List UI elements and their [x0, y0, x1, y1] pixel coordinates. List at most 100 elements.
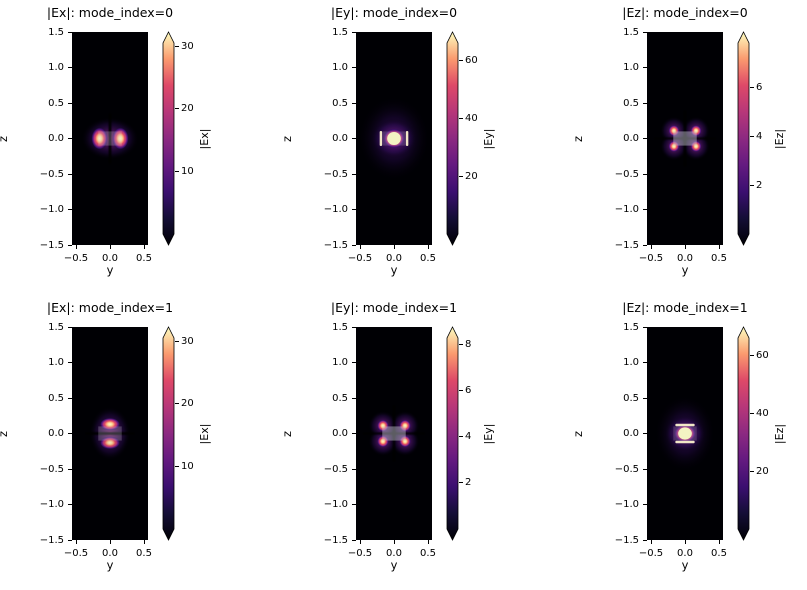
x-axis-label: y: [106, 263, 114, 277]
x-tick-label: 0.0: [102, 548, 118, 559]
y-tick-label: 1.0: [623, 62, 639, 73]
y-tick-mark: [643, 539, 647, 541]
waveguide-outline-overlay: [673, 131, 697, 146]
colorbar-label: |Ex|: [198, 128, 211, 150]
y-tick-label: 0.0: [332, 133, 348, 144]
y-tick-label: 0.0: [332, 428, 348, 439]
colorbar-tick-mark: [175, 170, 179, 172]
y-tick-label: 0.5: [332, 97, 348, 109]
waveguide-outline-overlay: [382, 426, 406, 441]
colorbar-gradient-bar: [446, 326, 459, 541]
colorbar-tick-mark: [750, 412, 754, 414]
colorbar-tick-mark: [175, 403, 179, 405]
colorbar-tick-label: 20: [756, 465, 769, 477]
y-tick-mark: [643, 326, 647, 328]
colorbar-label: |Ez|: [773, 423, 786, 445]
colorbar-gradient-bar: [737, 326, 750, 541]
subplot-title: |Ez|: mode_index=0: [622, 5, 748, 20]
x-tick-mark: [427, 245, 429, 249]
x-tick-mark: [109, 245, 111, 249]
x-tick-mark: [393, 245, 395, 249]
colorbar-tick-label: 40: [465, 112, 478, 124]
y-tick-mark: [68, 504, 72, 505]
y-tick-label: −1.0: [614, 499, 639, 510]
heatmap-canvas: [647, 32, 723, 245]
x-tick-mark: [650, 540, 652, 544]
subplot-ez-mode0: |Ez|: mode_index=0 z |Ez| y 1.5 1.0 0.5 0.0…: [571, 0, 807, 295]
y-tick-mark: [643, 468, 647, 470]
colorbar-tick-mark: [459, 344, 463, 346]
y-tick-mark: [643, 31, 647, 33]
y-tick-label: −1.5: [323, 239, 348, 251]
y-tick-label: 0.0: [623, 428, 639, 439]
colorbar-tick-mark: [459, 59, 463, 61]
colorbar-tick-label: 20: [181, 398, 194, 410]
y-tick-label: 1.5: [48, 321, 64, 333]
colorbar-tick-mark: [750, 86, 754, 88]
colorbar-label: |Ez|: [773, 128, 786, 150]
colorbar-tick-label: 20: [465, 170, 478, 182]
y-tick-label: −0.5: [39, 463, 64, 475]
heatmap-canvas: [72, 32, 148, 245]
y-tick-mark: [68, 31, 72, 33]
y-tick-label: −1.0: [323, 499, 348, 510]
colorbar-tick-mark: [750, 135, 754, 137]
x-axis-label: y: [681, 263, 689, 277]
x-tick-label: 0.0: [386, 253, 402, 264]
colorbar-tick-label: 2: [465, 477, 472, 489]
y-tick-label: −1.5: [614, 239, 639, 251]
y-tick-mark: [643, 173, 647, 175]
y-tick-label: −1.5: [614, 534, 639, 546]
y-tick-mark: [68, 362, 72, 363]
x-tick-label: 0.5: [136, 253, 152, 264]
x-tick-label: 0.5: [420, 548, 436, 559]
x-tick-label: −0.5: [638, 253, 664, 264]
y-tick-mark: [352, 326, 356, 328]
x-tick-label: 0.0: [677, 253, 693, 264]
y-tick-mark: [68, 433, 72, 434]
colorbar: [446, 326, 459, 541]
x-tick-mark: [718, 245, 720, 249]
y-tick-label: 1.0: [48, 62, 64, 73]
colorbar-tick-label: 30: [181, 335, 194, 347]
y-tick-label: −1.5: [39, 239, 64, 251]
colorbar-label: |Ey|: [482, 423, 495, 445]
colorbar-tick-label: 2: [756, 179, 763, 191]
x-tick-mark: [143, 540, 145, 544]
y-tick-label: −1.5: [323, 534, 348, 546]
x-axis-label: y: [390, 558, 398, 572]
colorbar: [162, 326, 175, 541]
heatmap-canvas: [356, 32, 432, 245]
y-tick-label: 1.0: [332, 62, 348, 73]
y-tick-label: −1.5: [39, 534, 64, 546]
x-tick-mark: [718, 540, 720, 544]
x-tick-mark: [650, 245, 652, 249]
x-axis-label: y: [106, 558, 114, 572]
y-tick-label: −0.5: [39, 168, 64, 180]
colorbar-label: |Ex|: [198, 423, 211, 445]
subplot-ey-mode1: |Ey|: mode_index=1 z |Ey| y 1.5 1.0 0.5 0.0…: [280, 295, 553, 590]
y-tick-label: −1.0: [39, 499, 64, 510]
y-axis-label: z: [280, 135, 294, 143]
y-tick-mark: [68, 102, 72, 104]
x-tick-mark: [427, 540, 429, 544]
y-tick-label: −0.5: [614, 168, 639, 180]
x-tick-label: 0.5: [711, 548, 727, 559]
x-tick-mark: [359, 540, 361, 544]
colorbar-tick-label: 8: [465, 339, 472, 351]
subplot-ez-mode1: |Ez|: mode_index=1 z |Ez| y 1.5 1.0 0.5 0.0…: [571, 295, 807, 590]
x-tick-label: −0.5: [63, 253, 89, 264]
x-tick-label: −0.5: [347, 548, 373, 559]
x-tick-mark: [75, 540, 77, 544]
heatmap-canvas: [647, 327, 723, 540]
waveguide-outline-overlay: [673, 426, 697, 441]
y-tick-mark: [352, 209, 356, 210]
y-tick-mark: [352, 397, 356, 399]
y-tick-label: 0.5: [332, 392, 348, 404]
waveguide-outline-overlay: [382, 131, 406, 146]
y-tick-mark: [643, 244, 647, 246]
colorbar: [737, 31, 750, 246]
x-tick-mark: [684, 245, 686, 249]
x-tick-label: 0.0: [677, 548, 693, 559]
y-tick-mark: [68, 539, 72, 541]
